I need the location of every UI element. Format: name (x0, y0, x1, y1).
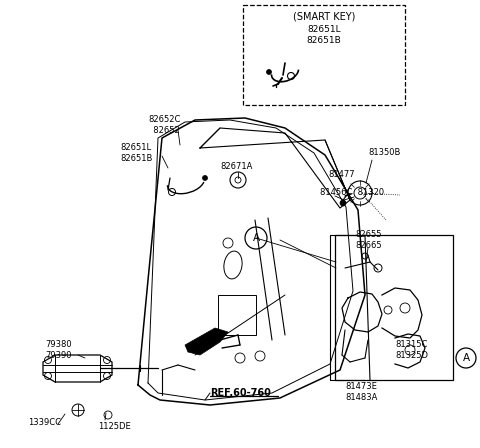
Text: 82651L
82651B: 82651L 82651B (120, 143, 152, 163)
Text: 81315C
81325D: 81315C 81325D (395, 340, 428, 360)
Text: 81473E
81483A: 81473E 81483A (345, 382, 377, 402)
Text: REF.60-760: REF.60-760 (210, 388, 271, 398)
Text: A: A (252, 233, 260, 243)
Text: 81456C  81320: 81456C 81320 (320, 188, 384, 197)
Text: 82651L
82651B: 82651L 82651B (307, 25, 341, 45)
Polygon shape (185, 328, 228, 355)
Text: 1125DE: 1125DE (98, 422, 131, 431)
Bar (335, 235, 453, 380)
Ellipse shape (224, 251, 242, 279)
Text: 82652C
  82652: 82652C 82652 (148, 115, 180, 135)
Text: 81477: 81477 (328, 170, 355, 179)
Bar (243, 5, 405, 105)
Text: 82655
82665: 82655 82665 (355, 230, 382, 250)
Circle shape (266, 69, 272, 74)
Circle shape (340, 200, 346, 206)
Bar (218, 295, 256, 335)
Text: 82671A: 82671A (220, 162, 252, 171)
Text: A: A (462, 353, 469, 363)
Text: 79380
79390: 79380 79390 (45, 340, 72, 360)
Circle shape (203, 176, 207, 181)
Text: 81350B: 81350B (368, 148, 400, 157)
Text: (SMART KEY): (SMART KEY) (293, 11, 355, 21)
Text: 1339CC: 1339CC (28, 418, 61, 427)
